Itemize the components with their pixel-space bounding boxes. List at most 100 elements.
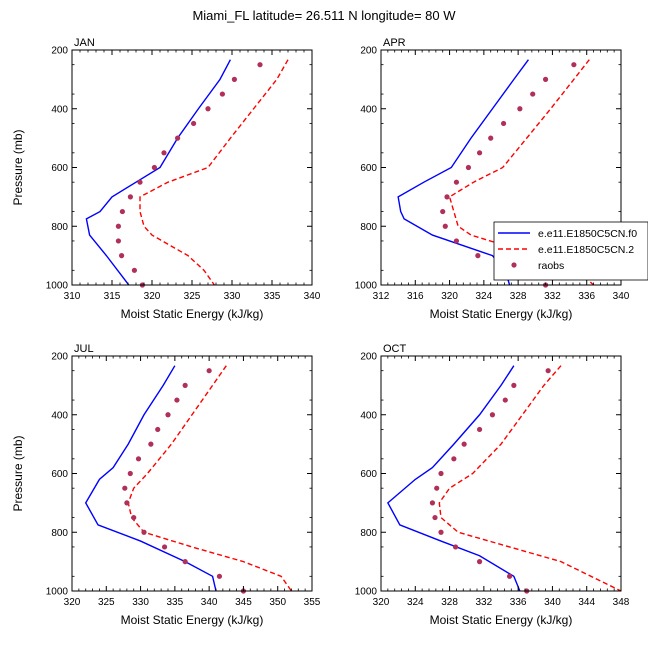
- raobs-point: [115, 238, 121, 244]
- y-tick-label: 400: [360, 410, 377, 421]
- series-e-e11-e1850c5cn-f0-line: [386, 365, 521, 592]
- panel-label: OCT: [383, 343, 407, 355]
- raobs-point: [438, 470, 444, 477]
- raobs-point: [161, 544, 168, 550]
- figure-title: Miami_FL latitude= 26.511 N longitude= 8…: [192, 8, 456, 23]
- raobs-point: [452, 544, 459, 550]
- raobs-point: [137, 179, 143, 185]
- legend-label: e.e11.E1850C5CN.2: [538, 244, 634, 256]
- series-raobs: [440, 62, 577, 288]
- raobs-point: [465, 164, 472, 171]
- legend-box: [493, 221, 648, 281]
- x-tick-label: 328: [441, 597, 458, 608]
- y-tick-label: 200: [360, 352, 377, 363]
- legend-marker-dot: [511, 262, 517, 268]
- x-axis-title: Moist Static Energy (kJ/kg): [430, 307, 573, 321]
- series-e-e11-e1850c5cn-2-line: [139, 59, 289, 286]
- y-tick-label: 200: [51, 352, 68, 363]
- series-raobs: [115, 62, 263, 288]
- y-tick-label: 800: [360, 528, 377, 539]
- raobs-point: [174, 397, 180, 403]
- raobs-point: [127, 470, 133, 477]
- raobs-point: [124, 500, 130, 506]
- x-tick-label: 335: [264, 291, 281, 302]
- series-raobs: [122, 368, 247, 594]
- x-tick-label: 312: [373, 291, 390, 302]
- raobs-point: [175, 135, 181, 141]
- raobs-point: [434, 485, 440, 491]
- raobs-point: [165, 412, 171, 418]
- y-tick-label: 400: [360, 104, 377, 115]
- raobs-point: [191, 120, 197, 127]
- raobs-point: [131, 267, 137, 273]
- x-tick-label: 320: [441, 291, 458, 302]
- series-e-e11-e1850c5cn-f0-line: [397, 59, 529, 286]
- x-tick-label: 325: [98, 597, 115, 608]
- x-tick-label: 316: [407, 291, 424, 302]
- y-tick-label: 800: [51, 528, 68, 539]
- x-tick-label: 340: [304, 291, 321, 302]
- x-tick-label: 324: [476, 291, 493, 302]
- y-tick-label: 1000: [46, 587, 69, 598]
- y-tick-label: 200: [360, 46, 377, 57]
- raobs-point: [571, 62, 577, 68]
- raobs-point: [141, 529, 147, 535]
- legend-label: e.e11.E1850C5CN.f0: [538, 228, 637, 240]
- raobs-point: [500, 120, 507, 127]
- y-tick-label: 600: [51, 469, 68, 480]
- raobs-point: [127, 194, 133, 200]
- y-tick-label: 600: [360, 163, 377, 174]
- x-tick-label: 335: [167, 597, 184, 608]
- raobs-point: [131, 514, 137, 521]
- x-axis-title: Moist Static Energy (kJ/kg): [121, 307, 264, 321]
- x-tick-label: 310: [64, 291, 81, 302]
- x-tick-label: 320: [144, 291, 161, 302]
- raobs-point: [122, 485, 128, 491]
- x-tick-label: 320: [373, 597, 390, 608]
- x-tick-label: 325: [184, 291, 201, 302]
- y-tick-label: 400: [51, 104, 68, 115]
- raobs-point: [488, 135, 494, 141]
- x-tick-label: 340: [544, 597, 561, 608]
- x-axis-title: Moist Static Energy (kJ/kg): [121, 613, 264, 627]
- y-tick-label: 800: [51, 222, 68, 233]
- raobs-point: [182, 559, 188, 565]
- raobs-point: [155, 426, 161, 433]
- y-tick-label: 600: [360, 469, 377, 480]
- x-tick-label: 340: [613, 291, 630, 302]
- series-e-e11-e1850c5cn-f0-line: [84, 365, 217, 592]
- raobs-point: [545, 368, 551, 374]
- legend-entry: e.e11.E1850C5CN.2: [498, 244, 634, 256]
- y-axis-title: Pressure (mb): [11, 129, 25, 205]
- raobs-point: [206, 368, 212, 374]
- x-tick-label: 336: [578, 291, 595, 302]
- raobs-point: [444, 194, 450, 200]
- raobs-point: [161, 150, 167, 156]
- raobs-point: [151, 164, 157, 171]
- raobs-point: [476, 150, 483, 156]
- raobs-point: [148, 441, 154, 447]
- raobs-point: [476, 559, 483, 565]
- raobs-point: [231, 76, 237, 82]
- x-tick-label: 355: [304, 597, 321, 608]
- raobs-point: [476, 426, 483, 433]
- x-tick-label: 345: [235, 597, 252, 608]
- raobs-point: [438, 529, 444, 535]
- panels-group: JAN 310 315 320 325 330 335 340 200 400 600 800 1000…: [11, 37, 630, 627]
- legend-entry: raobs: [511, 260, 564, 272]
- raobs-point: [453, 238, 460, 244]
- raobs-point: [119, 253, 125, 259]
- series-raobs: [429, 368, 551, 594]
- raobs-point: [115, 223, 121, 229]
- raobs-point: [511, 382, 517, 388]
- panel-apr: APR 312 316 320 324 328 332 336 340 200 400 600 800 1…: [355, 37, 630, 321]
- raobs-point: [432, 514, 438, 521]
- panel-label: JUL: [74, 343, 94, 355]
- raobs-point: [182, 382, 188, 388]
- x-axis-title: Moist Static Energy (kJ/kg): [430, 613, 573, 627]
- y-tick-label: 1000: [355, 587, 378, 598]
- x-tick-label: 340: [201, 597, 218, 608]
- raobs-point: [453, 179, 460, 185]
